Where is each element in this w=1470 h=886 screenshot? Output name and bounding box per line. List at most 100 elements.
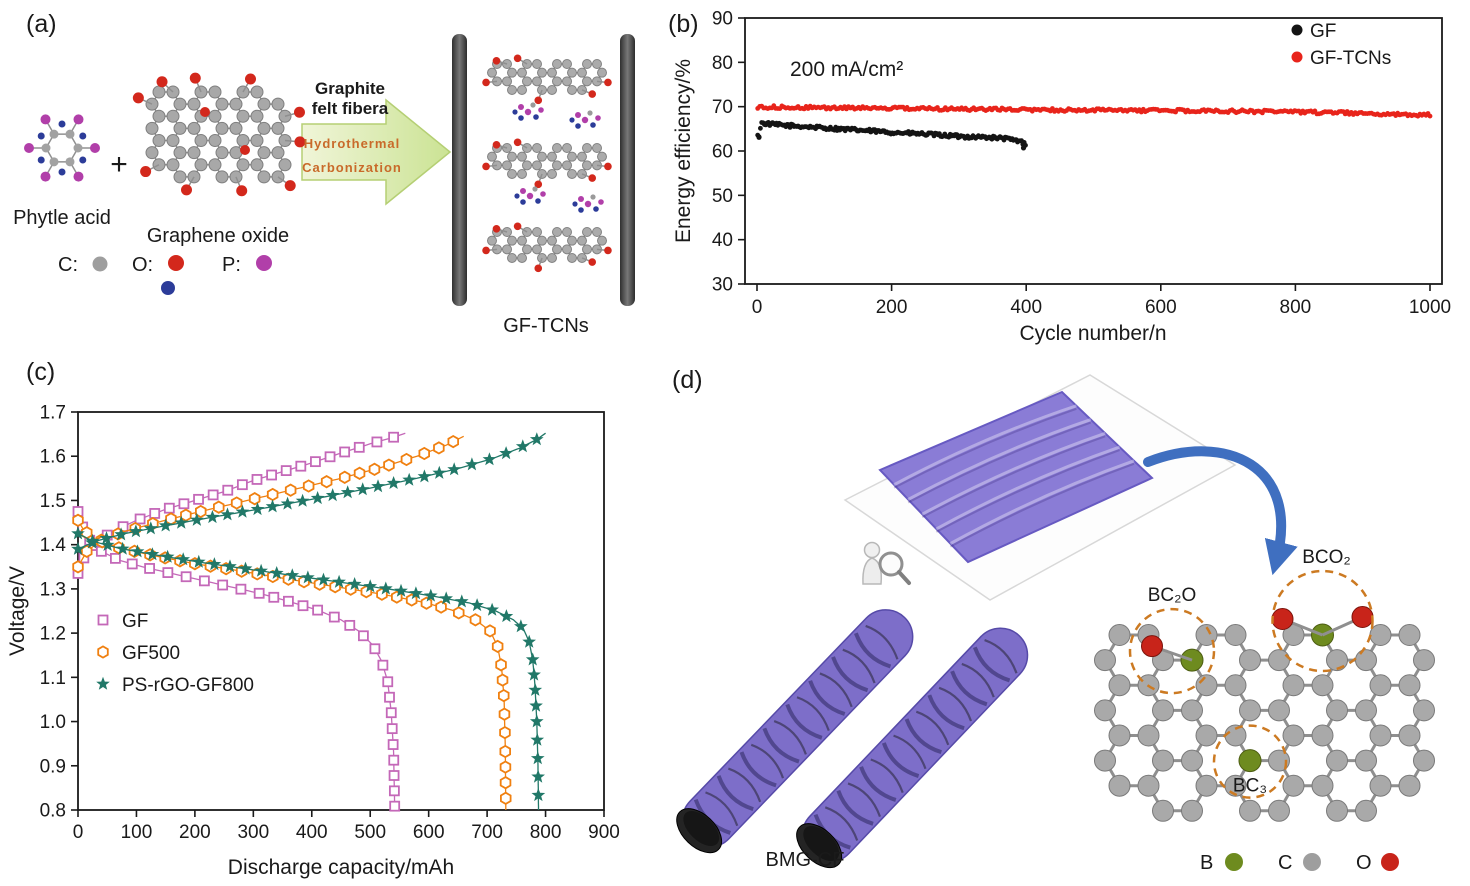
svg-text:600: 600	[413, 822, 445, 843]
graphite-rod-left	[452, 34, 467, 306]
svg-text:1.1: 1.1	[40, 668, 66, 689]
arrow-caption-line2: felt fibera	[312, 99, 389, 118]
magnifier-person	[862, 541, 911, 585]
svg-text:200: 200	[876, 297, 908, 318]
panel-a-label: (a)	[26, 10, 57, 38]
panel-a-artwork	[24, 54, 612, 273]
curve-series-PS-rGO-GF800	[71, 432, 546, 810]
svg-text:0.8: 0.8	[40, 801, 66, 822]
svg-text:80: 80	[712, 53, 733, 74]
svg-text:600: 600	[1145, 297, 1177, 318]
b-plot-area: 30 40 50 60 70 80 90 0 200 400 600 800 1000	[712, 9, 1451, 319]
legend-c-label: C	[1278, 852, 1292, 874]
purple-membrane-sheet	[878, 390, 1154, 564]
scatter-series-GF	[755, 120, 1028, 151]
c-legend: GF GF500 PS-rGO-GF800	[96, 611, 254, 696]
svg-text:1.7: 1.7	[40, 403, 66, 424]
graphene-lattice	[1094, 606, 1435, 822]
b-legend-dot-gftcns	[1291, 51, 1303, 63]
legend-o-label: O	[1356, 852, 1372, 874]
legend-c-dot	[92, 256, 108, 272]
c-x-axis-label: Discharge capacity/mAh	[228, 856, 454, 879]
c-legend-label-gf: GF	[122, 611, 148, 632]
svg-text:60: 60	[712, 142, 733, 163]
legend-p-dot	[256, 255, 272, 271]
legend-p-label: P:	[222, 254, 241, 276]
panel-d-bmgcf-schematic: BC₂O BCO₂ BC₃ (d) BMG-CF B C O	[672, 366, 1435, 874]
legend-o-dot-red	[168, 255, 184, 271]
c-y-axis-label: Voltage/V	[6, 566, 29, 656]
svg-text:100: 100	[121, 822, 153, 843]
b-legend-dot-gf	[1291, 24, 1303, 36]
bmgcf-label: BMG-CF	[766, 849, 845, 871]
bmgcf-cylinder-left	[676, 609, 914, 854]
arrow-caption-line1: Graphite	[315, 79, 385, 98]
legend-o-dot-blue	[161, 281, 175, 295]
b-annotation-current-density: 200 mA/cm²	[790, 58, 903, 81]
svg-text:1.5: 1.5	[40, 491, 66, 512]
svg-text:0: 0	[73, 822, 84, 843]
c-legend-label-psrgo: PS-rGO-GF800	[122, 675, 254, 696]
curve-series-GF	[72, 431, 406, 812]
panel-c-label: (c)	[26, 358, 55, 386]
svg-text:1000: 1000	[1409, 297, 1451, 318]
panel-d-artwork: BC₂O BCO₂ BC₃	[676, 374, 1435, 869]
svg-text:1.0: 1.0	[40, 712, 66, 733]
graphite-rod-right	[620, 34, 635, 306]
graphene-oxide-label: Graphene oxide	[147, 225, 289, 247]
site-dashed-circle	[1271, 569, 1374, 673]
legend-b-label: B	[1200, 852, 1213, 874]
panel-b-efficiency-chart: 30 40 50 60 70 80 90 0 200 400 600 800 1000 (b) Cycl…	[668, 9, 1451, 346]
svg-text:50: 50	[712, 186, 733, 207]
arrow-step-hydrothermal: Hydrothermal	[304, 136, 401, 151]
svg-text:400: 400	[296, 822, 328, 843]
scatter-series-GF-TCNs	[755, 103, 1433, 119]
svg-text:700: 700	[471, 822, 503, 843]
svg-text:300: 300	[237, 822, 269, 843]
arrow-step-carbonization: Carbonization	[302, 160, 402, 175]
svg-text:1.4: 1.4	[40, 535, 67, 556]
svg-text:0: 0	[752, 297, 763, 318]
site-dashed-circle	[1212, 724, 1288, 799]
svg-text:1.6: 1.6	[40, 447, 66, 468]
panel-c-voltage-chart: 0 100 200 300 400 500 600 700 800 900 0.8 0.9 1.0 1.1…	[6, 358, 620, 879]
site-label-1: BC₂O	[1148, 585, 1197, 606]
panel-a-synthesis-schematic: (a) Phytle acid + Graphene oxide Graphit…	[13, 10, 635, 337]
legend-b-dot	[1225, 853, 1243, 871]
bmgcf-cylinder-right	[796, 627, 1029, 869]
process-arrow	[301, 98, 452, 206]
b-legend-label-gf: GF	[1310, 21, 1336, 42]
svg-text:800: 800	[1280, 297, 1312, 318]
svg-text:500: 500	[354, 822, 386, 843]
site-label-2: BCO₂	[1302, 547, 1351, 568]
gftcns-structure	[482, 54, 612, 273]
phytic-acid-molecule	[24, 114, 100, 182]
b-x-axis-label: Cycle number/n	[1019, 322, 1166, 345]
panel-d-label: (d)	[672, 366, 703, 394]
legend-o-dot	[1381, 853, 1399, 871]
svg-text:1.2: 1.2	[40, 624, 66, 645]
zoom-arrow	[1143, 446, 1298, 576]
c-plot-area: 0 100 200 300 400 500 600 700 800 900 0.8 0.9 1.0 1.1…	[40, 403, 620, 844]
svg-text:70: 70	[712, 97, 733, 118]
atom-legend-d: B C O	[1200, 852, 1399, 874]
phytic-acid-label: Phytle acid	[13, 207, 111, 229]
svg-text:30: 30	[712, 275, 733, 296]
site-label-3: BC₃	[1233, 776, 1267, 797]
c-legend-markers	[96, 614, 110, 690]
svg-text:800: 800	[530, 822, 562, 843]
legend-o-label: O:	[132, 254, 153, 276]
b-legend-label-gftcns: GF-TCNs	[1310, 48, 1391, 69]
svg-text:0.9: 0.9	[40, 756, 66, 777]
plus-sign: +	[110, 148, 128, 181]
svg-text:1.3: 1.3	[40, 579, 66, 600]
site-dashed-circle	[1128, 607, 1216, 695]
gftcns-label: GF-TCNs	[503, 315, 589, 337]
svg-text:90: 90	[712, 9, 733, 30]
b-legend: GF GF-TCNs	[1291, 21, 1391, 69]
svg-text:900: 900	[588, 822, 620, 843]
svg-text:400: 400	[1010, 297, 1042, 318]
legend-c-dot	[1303, 853, 1321, 871]
c-legend-label-gf500: GF500	[122, 643, 180, 664]
